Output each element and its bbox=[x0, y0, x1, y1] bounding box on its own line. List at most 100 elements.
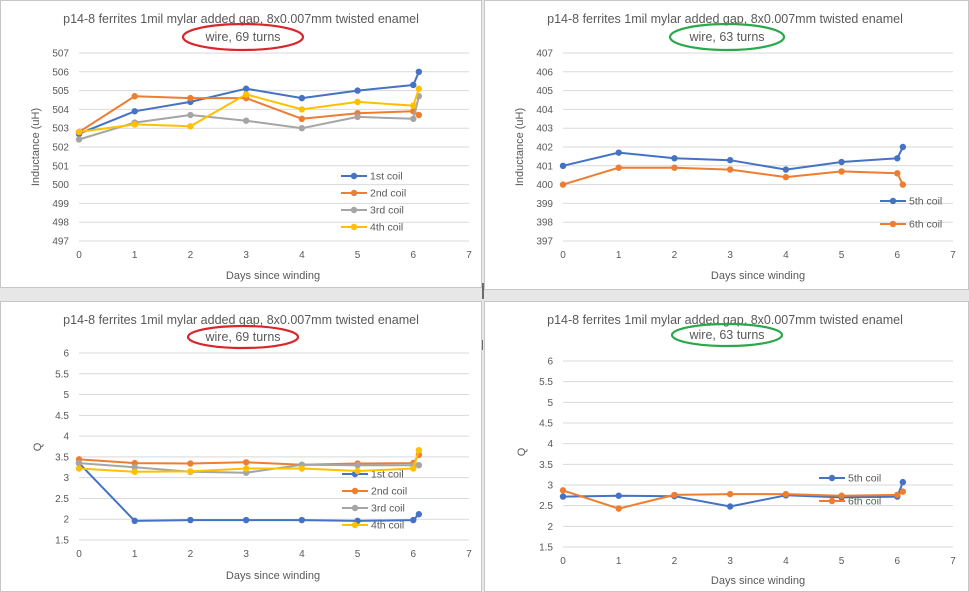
data-point bbox=[782, 173, 790, 181]
y-tick-label: 5.5 bbox=[539, 377, 553, 388]
data-point bbox=[899, 181, 907, 188]
y-tick-label: 398 bbox=[536, 218, 553, 229]
x-tick-label: 2 bbox=[672, 250, 678, 261]
x-tick-label: 1 bbox=[616, 556, 622, 567]
data-point bbox=[187, 123, 194, 130]
data-point bbox=[726, 156, 734, 164]
data-point bbox=[838, 168, 845, 175]
chart-panel-inductance-69-turns[interactable]: 497 498 499 500 501 502 503 504 505 506 507 0 1 2 3 4 5 6… bbox=[0, 0, 482, 288]
series-line bbox=[562, 481, 904, 508]
data-point bbox=[242, 91, 250, 98]
data-point bbox=[298, 125, 306, 132]
data-point bbox=[559, 162, 567, 169]
data-point bbox=[415, 111, 423, 119]
data-point bbox=[354, 462, 361, 469]
y-tick-label: 2 bbox=[63, 515, 69, 526]
data-point bbox=[726, 490, 734, 498]
y-tick-label: 407 bbox=[536, 49, 553, 60]
chart-panel-q-69-turns[interactable]: 1.5 2 2.5 3 3.5 4 4.5 5 5.5 6 0 1 2 3 4 5 6 7 p14-8 ferrit… bbox=[0, 301, 482, 592]
cell-border-mark bbox=[482, 283, 484, 299]
x-tick-label: 1 bbox=[132, 250, 138, 261]
data-point bbox=[131, 121, 138, 128]
data-point bbox=[242, 85, 250, 92]
legend-marker bbox=[889, 220, 897, 228]
data-point bbox=[410, 516, 417, 524]
x-axis-title: Days since winding bbox=[711, 270, 805, 282]
y-axis-title: Inductance (uH) bbox=[30, 108, 42, 186]
y-tick-label: 507 bbox=[52, 49, 69, 60]
data-point bbox=[354, 113, 361, 121]
data-point bbox=[415, 511, 423, 518]
x-tick-label: 4 bbox=[783, 250, 789, 261]
data-point bbox=[187, 468, 194, 475]
data-point bbox=[559, 181, 567, 188]
x-tick-label: 0 bbox=[76, 549, 82, 560]
data-point bbox=[354, 87, 361, 94]
legend-label: 4th coil bbox=[371, 520, 404, 532]
legend-label: 6th coil bbox=[909, 219, 942, 231]
data-point bbox=[298, 115, 306, 123]
chart-subtitle: wire, 63 turns bbox=[688, 30, 764, 44]
data-point bbox=[415, 447, 423, 454]
legend-marker bbox=[828, 474, 836, 482]
data-point bbox=[782, 166, 790, 173]
chart-panel-inductance-63-turns[interactable]: 397 398 399 400 401 402 403 404 405 406 407 0 1 2 3 4 5 6… bbox=[484, 0, 969, 290]
x-tick-label: 4 bbox=[299, 250, 305, 261]
chart-panel-q-63-turns[interactable]: 1.5 2 2.5 3 3.5 4 4.5 5 5.5 6 0 1 2 3 4 5 6 7 p14-8 ferrit… bbox=[484, 301, 969, 592]
series-line bbox=[562, 166, 904, 186]
chart-title: p14-8 ferrites 1mil mylar added gap, 8x0… bbox=[63, 313, 419, 327]
y-axis-title: Q bbox=[516, 447, 528, 456]
x-tick-label: 3 bbox=[243, 549, 249, 560]
x-tick-label: 7 bbox=[466, 250, 472, 261]
y-tick-label: 6 bbox=[63, 349, 69, 360]
y-tick-label: 405 bbox=[536, 86, 553, 97]
y-tick-label: 397 bbox=[536, 237, 553, 248]
series-line bbox=[562, 489, 904, 510]
data-point bbox=[354, 98, 361, 106]
y-tick-label: 5 bbox=[547, 398, 553, 409]
y-tick-label: 403 bbox=[536, 124, 553, 135]
legend-marker bbox=[351, 521, 359, 529]
legend-marker bbox=[350, 189, 358, 197]
subtitle-circle-annotation bbox=[670, 322, 784, 348]
x-tick-label: 1 bbox=[616, 250, 622, 261]
x-tick-label: 5 bbox=[355, 549, 361, 560]
chart-subtitle: wire, 69 turns bbox=[204, 330, 280, 344]
legend-label: 4th coil bbox=[370, 222, 403, 234]
series-line bbox=[78, 95, 420, 141]
y-tick-label: 404 bbox=[536, 105, 553, 116]
chart-title: p14-8 ferrites 1mil mylar added gap, 8x0… bbox=[547, 313, 903, 327]
data-point bbox=[131, 93, 138, 100]
x-axis-title: Days since winding bbox=[711, 575, 805, 587]
x-tick-label: 4 bbox=[783, 556, 789, 567]
y-tick-label: 498 bbox=[52, 218, 69, 229]
data-point bbox=[838, 158, 845, 166]
data-point bbox=[615, 149, 622, 156]
subtitle-circle-annotation bbox=[181, 22, 305, 52]
legend-label: 5th coil bbox=[848, 473, 881, 485]
legend-marker bbox=[350, 206, 358, 214]
legend-label: 1st coil bbox=[370, 171, 403, 183]
data-point bbox=[415, 85, 423, 92]
y-tick-label: 3.5 bbox=[55, 452, 69, 463]
y-tick-label: 3.5 bbox=[539, 460, 553, 471]
data-point bbox=[415, 462, 423, 469]
series-line bbox=[78, 454, 420, 466]
chart-title: p14-8 ferrites 1mil mylar added gap, 8x0… bbox=[63, 12, 419, 26]
series-line bbox=[78, 449, 420, 473]
x-tick-label: 0 bbox=[560, 556, 566, 567]
chart-subtitle: wire, 69 turns bbox=[204, 30, 280, 44]
data-point bbox=[410, 102, 417, 109]
data-point bbox=[894, 491, 901, 499]
legend-label: 3rd coil bbox=[370, 205, 404, 217]
y-tick-label: 5 bbox=[63, 390, 69, 401]
x-tick-label: 7 bbox=[950, 556, 956, 567]
data-point bbox=[899, 478, 907, 486]
series-line bbox=[562, 146, 904, 171]
data-point bbox=[187, 94, 194, 102]
legend-marker bbox=[350, 172, 358, 180]
x-tick-label: 7 bbox=[950, 250, 956, 261]
y-tick-label: 505 bbox=[52, 86, 69, 97]
data-point bbox=[187, 516, 194, 524]
series-line bbox=[78, 71, 420, 135]
